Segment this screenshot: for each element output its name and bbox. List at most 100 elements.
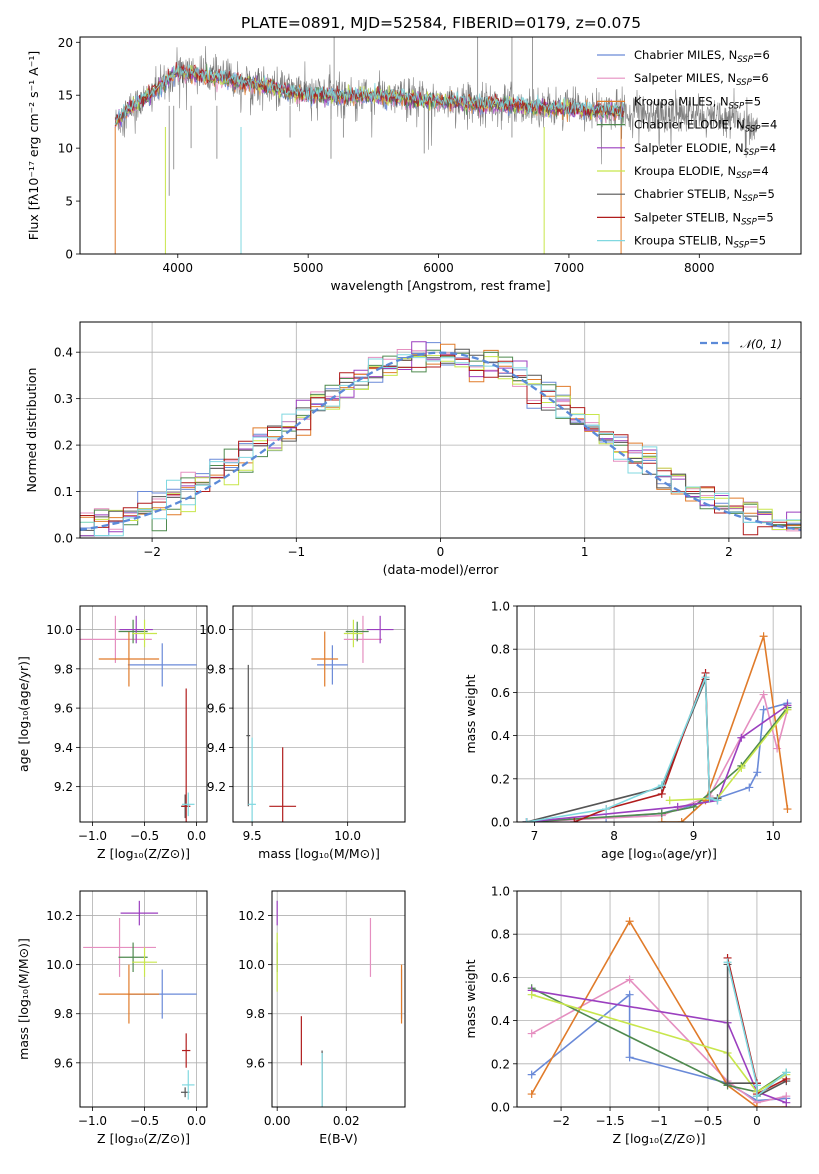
y-tick-label: 9.6 bbox=[54, 702, 73, 716]
x-tick-label: 0.0 bbox=[187, 1114, 206, 1128]
mass-weight-marker bbox=[570, 818, 579, 822]
x-tick-label: 2 bbox=[725, 545, 733, 559]
x-tick-label: 8000 bbox=[684, 261, 715, 275]
x-tick-label: 9.5 bbox=[243, 829, 262, 843]
y-tick-label: 5 bbox=[65, 195, 73, 209]
y-tick-label: 9.6 bbox=[207, 702, 226, 716]
spectrum-panel: 4000 5000 6000 7000 8000 0 5 10 15 20 wavelength [… bbox=[26, 36, 802, 293]
age_vs_mass-plot-area bbox=[246, 615, 394, 822]
legend-count: =6 bbox=[753, 48, 770, 62]
x-tick-label: 0 bbox=[753, 1114, 761, 1128]
mass-weight-marker bbox=[657, 818, 666, 822]
mass-weight-marker bbox=[602, 805, 611, 814]
x-tick-label: 0 bbox=[437, 545, 445, 559]
mass-weight-marker bbox=[723, 1079, 732, 1088]
x-axis-label: (data-model)/error bbox=[383, 562, 500, 577]
axes-frame bbox=[79, 890, 208, 1108]
legend-sub: SSP bbox=[736, 78, 752, 88]
mass-weight-line bbox=[531, 993, 787, 1102]
mass-weight-marker bbox=[673, 802, 682, 811]
legend-count: =4 bbox=[760, 118, 777, 132]
y-tick-label: 1.0 bbox=[491, 600, 510, 614]
x-axis-label: mass [log₁₀(M/M⊙)] bbox=[258, 846, 380, 861]
mass_weight_vs_Z-plot-area bbox=[527, 917, 791, 1107]
y-tick-label: 0.0 bbox=[54, 532, 73, 546]
x-axis-label: wavelength [Angstrom, rest frame] bbox=[330, 278, 550, 293]
mass-weight-marker bbox=[657, 809, 666, 818]
legend-entry: Salpeter STELIB, NSSP=5 bbox=[634, 210, 774, 227]
y-tick-label: 0.4 bbox=[491, 729, 510, 743]
legend-name: Salpeter STELIB, N bbox=[634, 210, 741, 224]
mass-weight-marker bbox=[657, 781, 666, 790]
mass-weight-marker bbox=[759, 705, 768, 714]
x-tick-label: 0.0 bbox=[187, 829, 206, 843]
age_vs_Z-plot-area bbox=[80, 615, 197, 822]
y-tick-label: 0.4 bbox=[54, 346, 73, 360]
legend-sub: SSP bbox=[745, 125, 761, 135]
x-axis-label: Z [log₁₀(Z/Z⊙)] bbox=[613, 1131, 706, 1146]
legend-sub: SSP bbox=[729, 101, 745, 111]
x-axis-label: E(B-V) bbox=[319, 1131, 358, 1146]
figure-title: PLATE=0891, MJD=52584, FIBERID=0179, z=0… bbox=[241, 14, 641, 32]
x-tick-label: −1 bbox=[650, 1114, 668, 1128]
mass_vs_Z-panel: −1.0 −0.5 0.0 9.6 9.8 10.0 10.2 Z [log₁₀(Z/Z⊙)]… bbox=[16, 890, 208, 1146]
y-axis-label: mass weight bbox=[463, 959, 478, 1038]
mass-weight-marker bbox=[752, 1081, 761, 1090]
y-tick-label: 10.0 bbox=[46, 623, 73, 637]
mass-weight-marker bbox=[625, 990, 634, 999]
age_vs_Z-panel: −1.0 −0.5 0.0 9.2 9.4 9.6 9.8 10.0 Z [log₁₀(Z/Z⊙… bbox=[16, 605, 208, 861]
mass-weight-marker bbox=[782, 1068, 791, 1077]
normal-legend-label: 𝒩(0, 1) bbox=[740, 337, 782, 351]
histogram-series bbox=[80, 354, 801, 537]
mass-weight-marker bbox=[745, 783, 754, 792]
mass-weight-marker bbox=[527, 1029, 536, 1038]
mass_vs_Z-plot-area bbox=[83, 900, 197, 1100]
y-tick-label: 0.8 bbox=[491, 643, 510, 657]
legend-sub: SSP bbox=[741, 217, 757, 227]
spectrum-plot-area bbox=[114, 37, 759, 254]
y-axis-label: mass [log₁₀(M/M⊙)] bbox=[16, 938, 31, 1060]
legend-name: Chabrier MILES, N bbox=[634, 48, 737, 62]
legend-count: =5 bbox=[744, 94, 761, 108]
axes-frame bbox=[516, 890, 802, 1108]
legend-count: =4 bbox=[752, 164, 769, 178]
mass-weight-marker bbox=[625, 1053, 634, 1062]
model-spectrum-line bbox=[114, 64, 625, 125]
x-tick-label: 6000 bbox=[423, 261, 454, 275]
y-tick-label: 10.0 bbox=[199, 623, 226, 637]
mass-weight-marker bbox=[783, 805, 792, 814]
mass_weight_vs_age-panel: 7 8 9 10 0.0 0.2 0.4 0.6 0.8 1.0 age [log₁₀(age/yr… bbox=[463, 600, 802, 861]
mass-weight-marker bbox=[752, 1092, 761, 1101]
x-tick-label: −0.5 bbox=[130, 1114, 159, 1128]
x-tick-label: 4000 bbox=[163, 261, 194, 275]
y-tick-label: 9.4 bbox=[54, 741, 73, 755]
y-tick-label: 0.8 bbox=[491, 928, 510, 942]
mass_vs_ebv-panel: 0.00 0.02 9.6 9.8 10.0 10.2 E(B-V) bbox=[238, 890, 406, 1146]
mass-weight-marker bbox=[737, 733, 746, 742]
legend-name: Salpeter ELODIE, N bbox=[634, 141, 744, 155]
y-tick-label: 10.2 bbox=[46, 909, 73, 923]
mass_weight_vs_Z-panel: −2 −1.5 −1 −0.5 0 0.0 0.2 0.4 0.6 0.8 1.0 Z [log₁₀(… bbox=[463, 885, 802, 1146]
x-tick-label: 8 bbox=[610, 829, 618, 843]
legend-name: Chabrier STELIB, N bbox=[634, 187, 742, 201]
legend-sub: SSP bbox=[742, 194, 758, 204]
y-tick-label: 20 bbox=[58, 36, 73, 50]
legend-count: =4 bbox=[759, 141, 776, 155]
y-tick-label: 10.0 bbox=[46, 958, 73, 972]
axes-frame bbox=[79, 36, 802, 255]
mass-weight-marker bbox=[522, 818, 531, 822]
y-tick-label: 9.6 bbox=[54, 1056, 73, 1070]
mass-weight-line bbox=[526, 702, 788, 822]
legend-count: =5 bbox=[758, 187, 775, 201]
y-tick-label: 0.1 bbox=[54, 485, 73, 499]
y-tick-label: 0 bbox=[65, 248, 73, 262]
y-tick-label: 0.3 bbox=[54, 392, 73, 406]
y-tick-label: 0.0 bbox=[491, 1101, 510, 1115]
x-tick-label: 7 bbox=[531, 829, 539, 843]
mass-weight-marker bbox=[701, 673, 710, 682]
mass-weight-line bbox=[531, 987, 787, 1093]
legend-entry: Kroupa MILES, NSSP=5 bbox=[634, 94, 761, 111]
mass-weight-line bbox=[726, 962, 787, 1098]
y-axis-label: Normed distribution bbox=[24, 368, 39, 493]
legend-entry: Kroupa STELIB, NSSP=5 bbox=[634, 234, 766, 251]
